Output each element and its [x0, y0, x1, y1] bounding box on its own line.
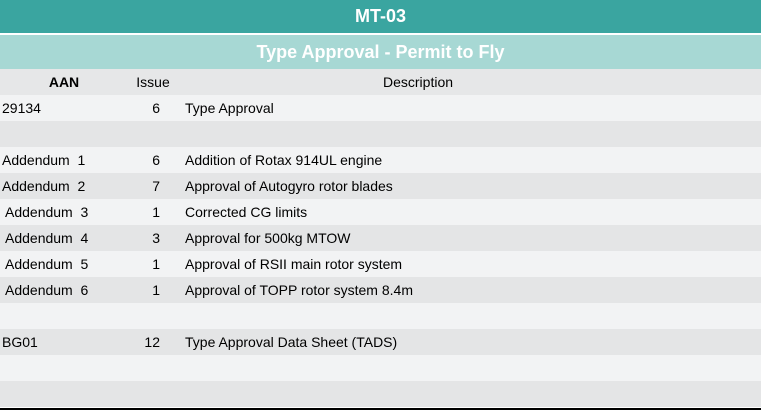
aan-cell: Addendum 6	[5, 282, 89, 298]
table-row: Addendum 1 6 Addition of Rotax 914UL eng…	[0, 147, 761, 173]
table-row: Addendum 6 1 Approval of TOPP rotor syst…	[0, 277, 761, 303]
aan-cell: Addendum 1	[2, 152, 86, 168]
table-row	[0, 121, 761, 147]
aan-cell: Addendum 5	[5, 256, 89, 272]
table-row	[0, 303, 761, 329]
table-row: BG01 12 Type Approval Data Sheet (TADS)	[0, 329, 761, 355]
aan-cell: Addendum 4	[5, 230, 89, 246]
issue-cell: 1	[152, 204, 160, 220]
issue-cell	[130, 303, 160, 329]
aan-cell	[2, 121, 130, 147]
column-header-aan: AAN	[48, 74, 80, 90]
table-header: AAN Issue Description	[0, 69, 761, 95]
description-cell: Approval of RSII main rotor system	[185, 256, 403, 272]
column-header-description: Description	[382, 74, 454, 90]
issue-cell: 7	[152, 178, 160, 194]
aan-cell	[2, 303, 130, 329]
page-title: MT-03	[354, 6, 406, 26]
description-cell: Approval for 500kg MTOW	[185, 230, 351, 246]
table-body: 29134 6 Type Approval Addendum 1 6 Addit…	[0, 95, 761, 407]
title-bar: MT-03	[0, 0, 761, 35]
bottom-divider	[0, 408, 761, 410]
issue-cell: 6	[152, 152, 160, 168]
issue-cell: 1	[152, 256, 160, 272]
table-row: 29134 6 Type Approval	[0, 95, 761, 121]
table-row	[0, 381, 761, 407]
description-cell: Approval of TOPP rotor system 8.4m	[185, 282, 413, 298]
issue-cell: 6	[152, 100, 160, 116]
page-subtitle: Type Approval - Permit to Fly	[256, 41, 505, 62]
issue-cell: 12	[144, 334, 160, 350]
table-row: Addendum 3 1 Corrected CG limits	[0, 199, 761, 225]
subtitle-bar: Type Approval - Permit to Fly	[0, 35, 761, 69]
issue-cell	[130, 381, 160, 407]
table-row: Addendum 4 3 Approval for 500kg MTOW	[0, 225, 761, 251]
description-cell: Approval of Autogyro rotor blades	[185, 178, 393, 194]
aan-cell	[2, 355, 130, 381]
description-cell: Type Approval	[185, 100, 274, 116]
description-cell: Corrected CG limits	[185, 204, 308, 220]
column-header-issue: Issue	[136, 74, 170, 90]
issue-cell: 1	[152, 282, 160, 298]
description-cell: Addition of Rotax 914UL engine	[185, 152, 383, 168]
aan-cell: Addendum 2	[2, 178, 86, 194]
description-cell: Type Approval Data Sheet (TADS)	[185, 334, 398, 350]
aan-cell	[2, 381, 130, 407]
aan-cell: 29134	[2, 100, 41, 116]
aan-cell: BG01	[2, 334, 38, 350]
issue-cell	[130, 355, 160, 381]
issue-cell: 3	[152, 230, 160, 246]
table-row: Addendum 5 1 Approval of RSII main rotor…	[0, 251, 761, 277]
table-row	[0, 355, 761, 381]
table-row: Addendum 2 7 Approval of Autogyro rotor …	[0, 173, 761, 199]
issue-cell	[130, 121, 160, 147]
aan-cell: Addendum 3	[5, 204, 89, 220]
